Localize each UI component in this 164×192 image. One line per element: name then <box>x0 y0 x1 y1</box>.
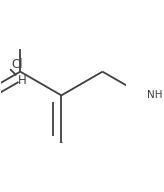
Text: Cl: Cl <box>11 58 23 71</box>
Text: NH: NH <box>147 90 162 100</box>
Text: H: H <box>18 74 26 87</box>
